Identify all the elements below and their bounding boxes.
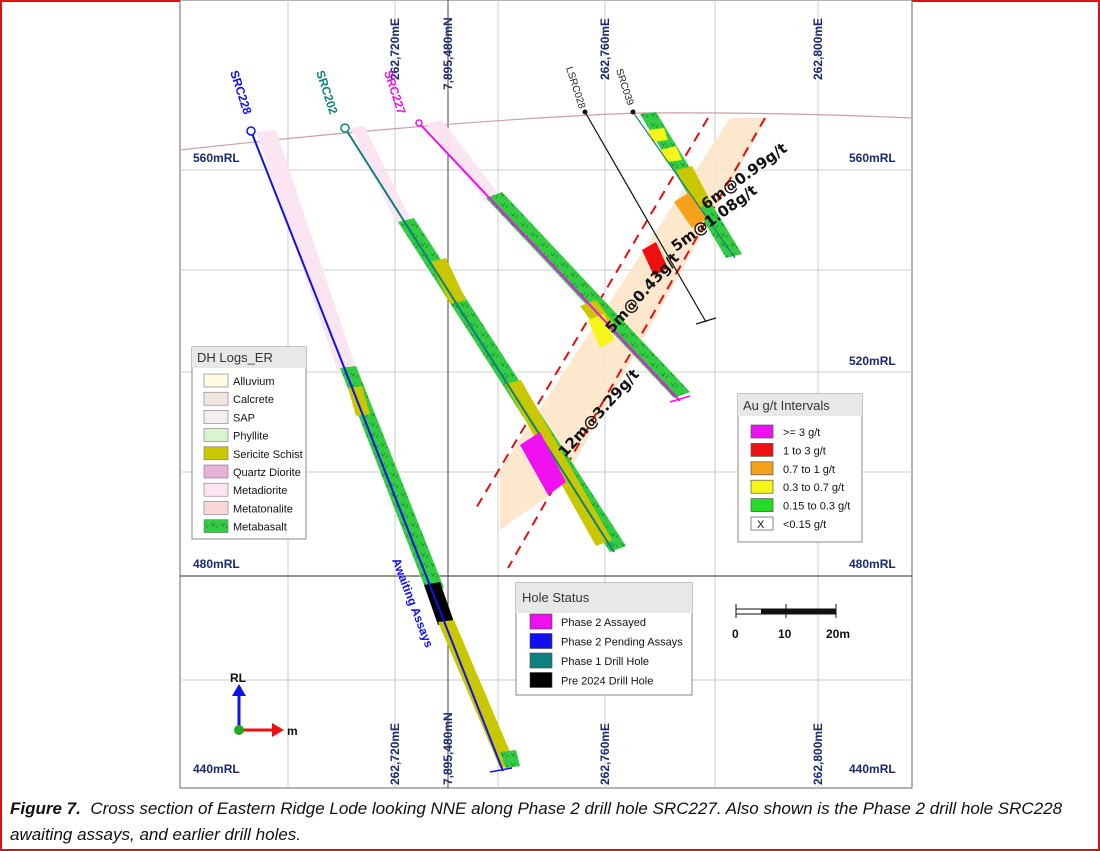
rl-label-left-480: 480mRL [193,557,240,571]
au-legend-swatch [750,461,774,476]
dh-log-label: Metatonalite [233,503,293,515]
hole-status-swatch [529,633,553,649]
hole-status-label: Pre 2024 Drill Hole [561,676,653,688]
au-legend-swatch [750,516,774,531]
au-legend-label: 0.3 to 0.7 g/t [783,482,844,494]
au-legend-mark: X [757,519,765,531]
au-legend-swatch [750,498,774,512]
hole-status-title: Hole Status [522,590,590,605]
caption-text: Cross section of Eastern Ridge Lode look… [10,799,1063,844]
drill-hole-src227[interactable] [415,119,691,403]
cross-section: 262,720mE 7,895,480mN 262,760mE 262,800m… [179,0,913,789]
drill-hole-src039[interactable] [630,109,743,259]
axes-indicator: RL m [230,671,298,738]
scale-label-10: 10 [778,627,792,641]
axis-up-label: RL [230,671,246,685]
rl-label-left-440: 440mRL [193,762,240,776]
drill-hole-src228[interactable] [246,126,520,773]
au-legend-label: 0.7 to 1 g/t [783,464,835,476]
dh-log-label: Calcrete [233,394,274,406]
scale-label-20: 20m [826,627,850,641]
au-legend-label: 1 to 3 g/t [783,445,826,457]
dh-log-swatch-metatonalite [203,501,229,515]
dh-logs-title: DH Logs_ER [197,350,273,365]
au-legend-label: 0.15 to 0.3 g/t [783,501,850,513]
au-intervals-legend: Au g/t Intervals >= 3 g/t 1 to 3 g/t 0.7 t… [737,393,863,543]
dh-log-label: Metadiorite [233,485,287,497]
hole-status-swatch [529,613,553,630]
au-legend-label: >= 3 g/t [783,427,820,439]
hole-status-legend: Hole Status Phase 2 Assayed Phase 2 Pendi… [515,582,693,696]
rl-label-right-480: 480mRL [849,557,896,571]
dh-log-swatch-metabasalt [203,519,229,533]
easting-label-top-760: 262,760mE [598,18,612,80]
dh-log-swatch-sericite-schist [203,446,229,461]
scale-label-0: 0 [732,627,739,641]
axis-right-label: m [287,724,298,738]
au-legend-label: <0.15 g/t [783,519,826,531]
dh-log-label: Sericite Schist [233,449,303,461]
drill-hole-src202[interactable] [340,123,626,553]
topography-surface [179,112,913,151]
hole-status-label: Phase 2 Assayed [561,617,646,629]
rl-label-right-440: 440mRL [849,762,896,776]
figure-label: Figure 7. [10,799,81,818]
easting-label-top-800: 262,800mE [811,18,825,80]
dh-log-swatch-calcrete [203,391,229,406]
drill-hole-lsrc028[interactable] [582,109,717,325]
hole-status-swatch [529,652,553,669]
dh-log-label: Phyllite [233,431,268,443]
northing-label-top: 7,895,480mN [441,17,455,90]
intercept-12m[interactable] [520,432,566,495]
dh-log-label: Quartz Diorite [233,467,301,479]
easting-label-bottom-800: 262,800mE [811,723,825,785]
hole-status-label: Phase 2 Pending Assays [561,637,683,649]
rl-label-left-560: 560mRL [193,151,240,165]
rl-label-right-560: 560mRL [849,151,896,165]
northing-label-bottom: 7,895,480mN [441,712,455,785]
scale-bar: 0 10 20m [732,604,850,641]
dh-log-swatch-alluvium [203,373,229,388]
dh-log-swatch-quartz-diorite [203,464,229,479]
dh-log-label: SAP [233,412,255,424]
easting-label-bottom-720: 262,720mE [388,723,402,785]
rl-label-right-520: 520mRL [849,354,896,368]
dh-logs-legend: DH Logs_ER Alluvium Calcrete SAP Phyllite Se… [191,346,307,540]
dh-log-label: Metabasalt [233,522,287,534]
au-legend-swatch [750,479,774,494]
easting-label-top-720: 262,720mE [388,18,402,80]
hole-status-label: Phase 1 Drill Hole [561,656,649,668]
figure-caption: Figure 7. Cross section of Eastern Ridge… [10,796,1090,848]
au-legend-swatch [750,424,774,439]
dh-log-label: Alluvium [233,376,275,388]
dh-log-swatch-metadiorite [203,482,229,497]
au-legend-title: Au g/t Intervals [743,398,830,413]
hole-status-swatch [529,672,553,688]
easting-label-bottom-760: 262,760mE [598,723,612,785]
dh-log-swatch-phyllite [203,428,229,442]
au-legend-swatch [750,443,774,457]
dh-log-swatch-sap [203,410,229,424]
